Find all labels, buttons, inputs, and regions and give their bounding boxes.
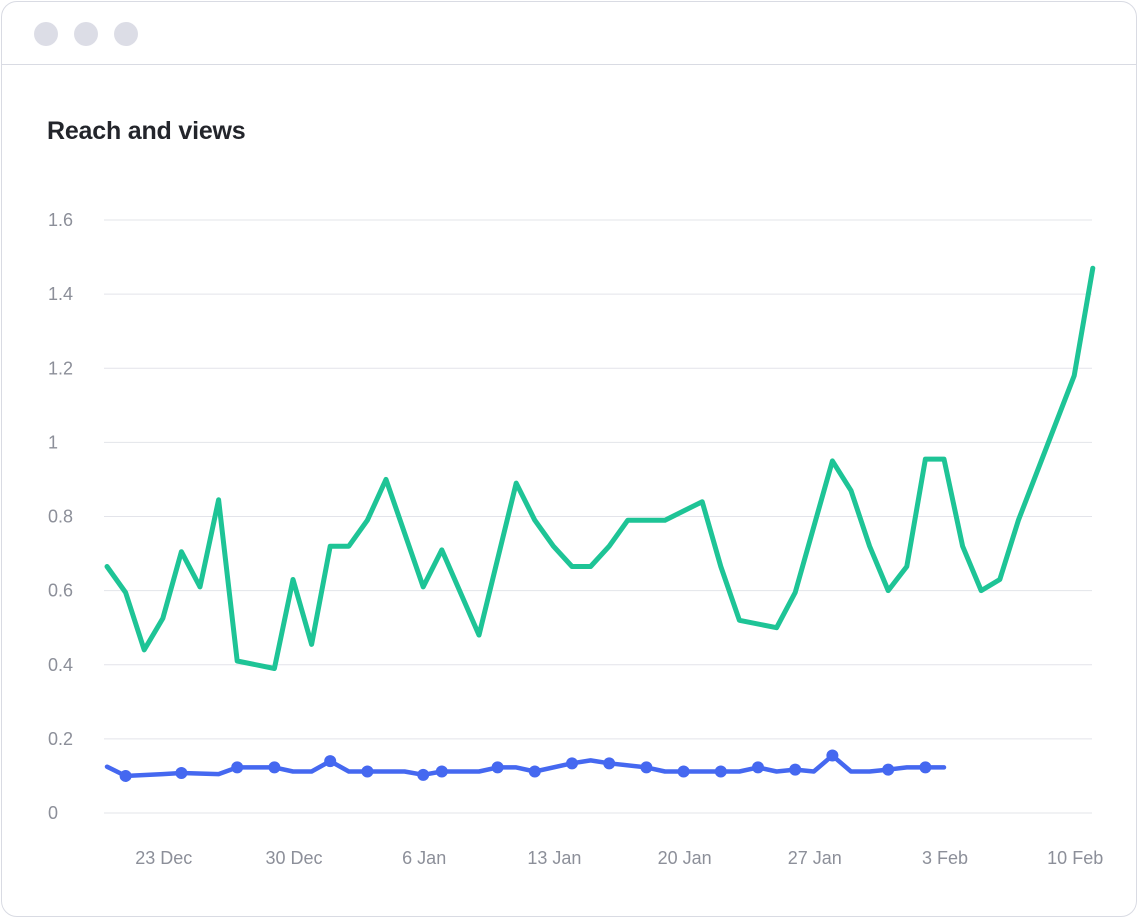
x-tick-label: 23 Dec bbox=[135, 848, 192, 868]
series-2-point bbox=[175, 766, 188, 779]
series-2-point bbox=[268, 761, 281, 774]
y-tick-label: 1 bbox=[48, 432, 58, 452]
series-2-point bbox=[752, 761, 764, 774]
x-tick-label: 6 Jan bbox=[402, 848, 446, 868]
series-2-point bbox=[566, 757, 578, 770]
x-tick-label: 3 Feb bbox=[922, 848, 968, 868]
y-tick-label: 0 bbox=[48, 803, 58, 823]
series-2-point bbox=[640, 761, 653, 774]
x-tick-label: 13 Jan bbox=[527, 848, 581, 868]
series-2-point bbox=[119, 769, 132, 782]
series-2-point bbox=[603, 757, 616, 770]
y-tick-label: 0.4 bbox=[48, 655, 73, 675]
series-2-point bbox=[231, 761, 244, 774]
y-tick-label: 1.2 bbox=[48, 358, 73, 378]
y-tick-label: 0.8 bbox=[48, 507, 73, 527]
series-2-point bbox=[677, 765, 690, 778]
series-2-point bbox=[789, 763, 802, 776]
y-tick-label: 0.2 bbox=[48, 729, 73, 749]
window-titlebar bbox=[2, 2, 1136, 65]
window-dot-1[interactable] bbox=[34, 22, 58, 46]
y-tick-label: 1.6 bbox=[48, 210, 73, 230]
series-2-point bbox=[882, 763, 895, 776]
series-2-point bbox=[528, 765, 541, 778]
x-tick-label: 27 Jan bbox=[788, 848, 842, 868]
series-2-point bbox=[324, 755, 337, 768]
series-2-point bbox=[361, 765, 374, 778]
series-1-line bbox=[104, 265, 1096, 671]
chart-title: Reach and views bbox=[47, 117, 246, 145]
series-2-point bbox=[714, 765, 727, 778]
series-2-point bbox=[826, 749, 839, 762]
window-dot-3[interactable] bbox=[114, 22, 138, 46]
x-tick-label: 10 Feb bbox=[1047, 848, 1103, 868]
series-2-point bbox=[491, 761, 504, 774]
series-2-point bbox=[417, 768, 430, 781]
x-tick-label: 20 Jan bbox=[658, 848, 712, 868]
window-dot-2[interactable] bbox=[74, 22, 98, 46]
y-tick-label: 0.6 bbox=[48, 581, 73, 601]
series-2-point bbox=[435, 765, 448, 778]
y-tick-label: 1.4 bbox=[48, 284, 73, 304]
series-2-point bbox=[919, 761, 932, 774]
x-tick-label: 30 Dec bbox=[265, 848, 322, 868]
